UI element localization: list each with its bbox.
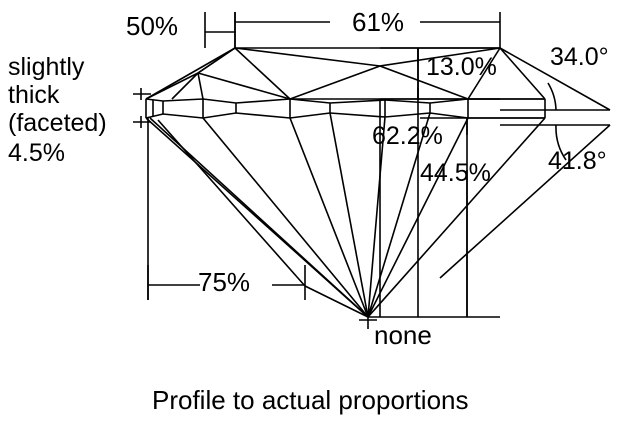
table-size-label: 61% (352, 7, 405, 37)
pavilion-depth-dimension (420, 117, 545, 317)
crown-outline (145, 47, 546, 100)
figure-caption: Profile to actual proportions (152, 385, 469, 415)
star-length-label: 50% (126, 11, 179, 41)
pavilion-depth-label: 44.5% (420, 159, 491, 187)
culet-label: none (374, 320, 432, 350)
total-depth-dimension (368, 48, 500, 318)
culet-marker (359, 311, 377, 329)
girdle-band (145, 98, 546, 119)
pavilion-angle-wedge (439, 124, 611, 279)
lower-half-label: 75% (198, 267, 251, 297)
table-size-dimension (234, 12, 501, 48)
crown-angle-label: 34.0° (550, 43, 609, 71)
star-length-dimension (204, 12, 236, 48)
girdle-description-line-2: thick (8, 81, 60, 109)
girdle-description-line-3: (faceted) (8, 109, 107, 137)
pavilion-angle-label: 41.8° (548, 147, 607, 175)
girdle-description-line-1: slightly (8, 53, 85, 81)
total-depth-label: 62.2% (372, 122, 443, 150)
crown-height-label: 13.0% (426, 53, 497, 81)
girdle-thickness-label: 4.5% (8, 139, 65, 167)
crown-facet-lines (145, 47, 545, 100)
crown-angle-wedge (499, 47, 611, 111)
